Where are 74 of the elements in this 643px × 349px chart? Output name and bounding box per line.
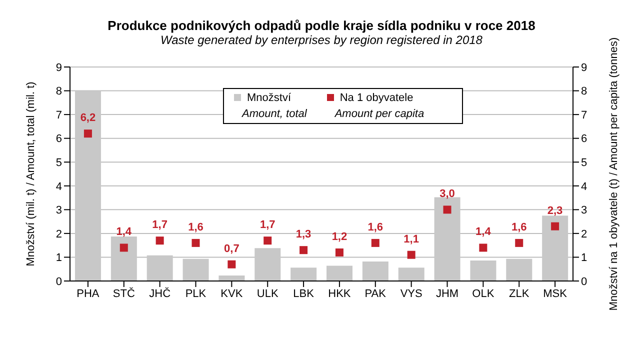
y2-tick-label: 1 xyxy=(581,252,588,264)
x-tick-label: ULK xyxy=(256,288,279,300)
data-label: 1,3 xyxy=(296,228,312,241)
data-label: 1,6 xyxy=(511,221,527,234)
bar xyxy=(218,276,245,281)
legend-label: Množství Amount, total xyxy=(240,92,307,120)
x-tick-label: HKK xyxy=(328,288,352,300)
x-tick-label: PHA xyxy=(76,288,100,300)
y-tick-label: 2 xyxy=(56,228,62,240)
point xyxy=(515,238,524,247)
y2-tick-label: 9 xyxy=(581,62,588,74)
y2-axis-title: Množství na 1 obyvatele (t) / Amount per capita (tonnes) xyxy=(608,37,620,311)
bar xyxy=(398,268,424,281)
y-tick-label: 4 xyxy=(56,180,62,193)
data-label: 3,0 xyxy=(440,188,455,200)
y-tick-label: 6 xyxy=(56,133,62,146)
data-label: 1,4 xyxy=(476,226,492,238)
data-label: 1,1 xyxy=(404,233,419,246)
point xyxy=(479,244,488,252)
point xyxy=(551,222,560,230)
point xyxy=(407,250,416,259)
y2-tick-label: 3 xyxy=(581,204,588,217)
point xyxy=(300,246,308,254)
data-label: 0,7 xyxy=(224,242,240,255)
y2-tick-label: 7 xyxy=(581,109,588,122)
x-tick-label: JHČ xyxy=(149,286,171,300)
y-axis-title: Množství (mil. t) / Amount, total (mil. t) xyxy=(24,82,37,266)
point xyxy=(192,238,200,247)
data-label: 1,7 xyxy=(152,219,168,232)
point xyxy=(120,244,128,252)
point xyxy=(84,130,92,138)
point xyxy=(443,206,452,214)
bar xyxy=(470,260,496,281)
y-tick-label: 7 xyxy=(56,109,62,122)
y2-tick-label: 0 xyxy=(581,276,588,288)
y2-tick-label: 2 xyxy=(581,228,588,240)
x-tick-label: STČ xyxy=(112,286,135,300)
y-tick-label: 0 xyxy=(56,276,62,288)
data-label: 1,7 xyxy=(260,219,276,232)
x-tick-label: LBK xyxy=(293,288,315,300)
y2-tick-label: 5 xyxy=(581,157,588,170)
data-label: 6,2 xyxy=(80,112,96,124)
legend-label: Na 1 obyvatele Amount per capita xyxy=(334,92,424,120)
point xyxy=(228,260,236,268)
point xyxy=(371,238,380,247)
y2-tick-label: 6 xyxy=(581,133,588,146)
chart-title: Produkce podnikových odpadů podle kraje sídla podniku v roce 2018 xyxy=(106,18,536,33)
point xyxy=(264,236,272,245)
data-label: 1,4 xyxy=(116,226,132,238)
y2-tick-label: 8 xyxy=(581,86,588,98)
x-tick-label: PLK xyxy=(185,288,207,300)
x-tick-label: ZLK xyxy=(509,288,530,300)
x-tick-label: VYS xyxy=(400,288,422,300)
bar xyxy=(362,262,388,281)
point xyxy=(335,248,344,256)
data-label: 1,2 xyxy=(332,230,348,243)
y-tick-label: 8 xyxy=(56,86,62,98)
data-label: 1,6 xyxy=(188,221,204,234)
point xyxy=(156,236,164,245)
y-tick-label: 5 xyxy=(56,157,62,170)
y2-tick-label: 4 xyxy=(581,180,588,193)
data-label: 2,3 xyxy=(547,204,563,217)
bar xyxy=(326,266,352,281)
y-tick-label: 3 xyxy=(56,204,62,217)
x-tick-label: PAK xyxy=(364,288,387,300)
y-tick-label: 9 xyxy=(56,62,62,74)
x-tick-label: MSK xyxy=(543,288,568,300)
x-tick-label: JHM xyxy=(436,288,459,300)
chart-subtitle: Waste generated by enterprises by region registered in 2018 xyxy=(160,33,482,47)
bar xyxy=(290,268,317,281)
y-tick-label: 1 xyxy=(56,252,62,264)
x-tick-label: OLK xyxy=(472,288,495,300)
data-label: 1,6 xyxy=(368,221,384,234)
x-tick-label: KVK xyxy=(220,288,244,300)
